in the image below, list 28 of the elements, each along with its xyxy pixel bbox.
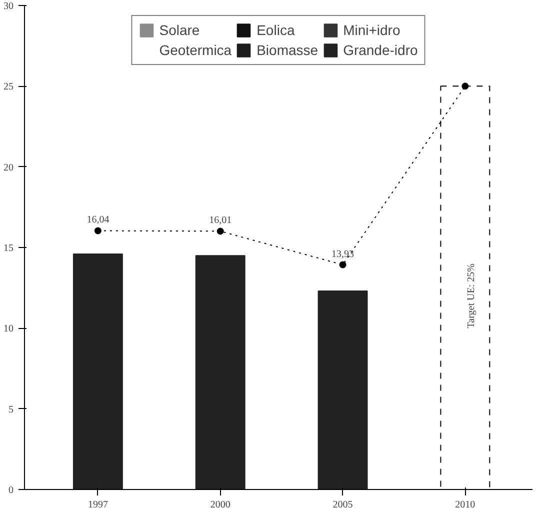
x-tick-label: 2000 — [210, 500, 230, 510]
y-tick-label: 25 — [4, 82, 14, 93]
legend-label: Solare — [159, 22, 200, 38]
data-label: 13,93 — [332, 248, 354, 260]
bar — [195, 255, 246, 490]
text: Geotermica — [159, 42, 232, 58]
legend-label: Biomasse — [256, 42, 318, 58]
point — [462, 82, 469, 90]
y-tick-label: 20 — [4, 162, 14, 174]
bar — [72, 253, 123, 490]
y-tick-label: 5 — [8, 404, 14, 416]
legend-label: Grande-idro — [343, 42, 418, 58]
annotation: Target UE: 25% — [466, 264, 477, 328]
data-label: 16,01 — [209, 215, 232, 226]
legend-label: Eolica — [256, 22, 295, 38]
x-tick-label: 2005 — [332, 500, 353, 510]
point — [339, 261, 346, 268]
y-tick-label: 0 — [8, 485, 14, 496]
x-tick-label: 1997 — [88, 500, 108, 510]
legend-label: Mini+idro — [343, 22, 400, 38]
x-tick-label: 2010 — [455, 500, 476, 510]
point — [94, 227, 102, 234]
bar — [318, 290, 368, 490]
y-tick-label: 30 — [4, 1, 14, 12]
point — [216, 228, 224, 235]
y-tick-label: 15 — [4, 243, 14, 254]
y-tick-label: 10 — [4, 324, 14, 335]
data-label: 16,04 — [86, 214, 110, 226]
